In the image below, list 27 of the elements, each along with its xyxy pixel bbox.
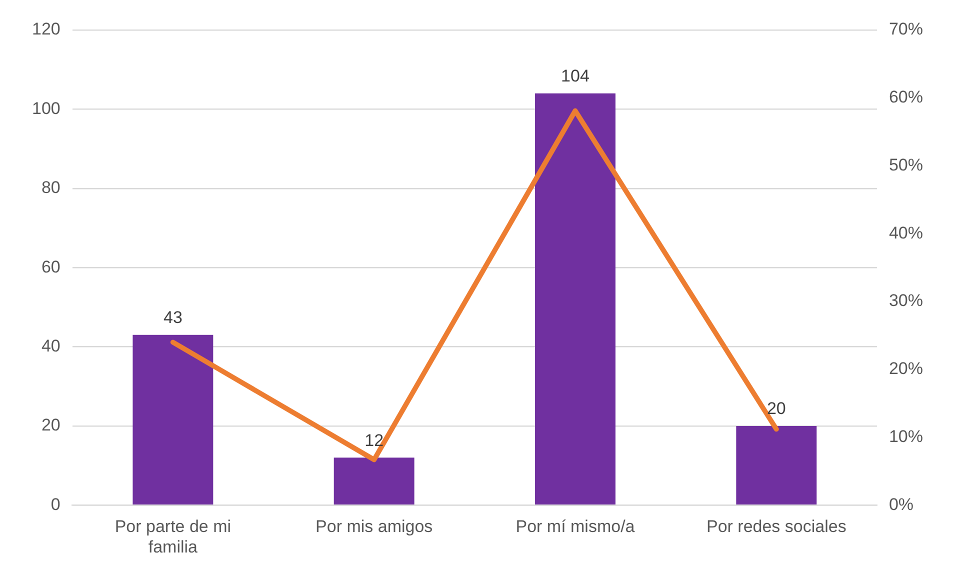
- x-tick-label: Por parte de mi familia: [114, 517, 232, 556]
- bar: [736, 426, 817, 505]
- y2-tick-label: 30%: [888, 291, 924, 310]
- y2-tick-label: 50%: [888, 155, 924, 174]
- data-label: 104: [561, 66, 590, 86]
- x-tick-label: Por mí mismo/a: [516, 517, 636, 536]
- y2-tick-label: 0%: [888, 494, 914, 514]
- y2-tick-label: 10%: [888, 427, 924, 446]
- x-tick-label: Por mis amigos: [316, 517, 433, 536]
- y-tick-label: 100: [32, 98, 60, 118]
- y-tick-label: 80: [41, 178, 60, 198]
- y2-tick-label: 40%: [888, 223, 924, 242]
- y-tick-label: 60: [41, 257, 60, 276]
- y-tick-label: 20: [41, 416, 60, 435]
- y2-tick-label: 60%: [888, 88, 924, 107]
- bar: [132, 334, 214, 505]
- bar: [334, 458, 414, 505]
- data-label: 12: [364, 430, 384, 450]
- y-tick-label: 0: [50, 494, 60, 514]
- data-label: 20: [766, 399, 786, 418]
- bar: [535, 93, 616, 505]
- data-label: 43: [163, 308, 182, 328]
- y2-tick-label: 70%: [888, 20, 924, 39]
- y-tick-label: 120: [32, 20, 60, 39]
- y2-tick-label: 20%: [888, 359, 924, 378]
- x-tick-label: Por redes sociales: [706, 517, 846, 536]
- y-tick-label: 40: [41, 336, 60, 356]
